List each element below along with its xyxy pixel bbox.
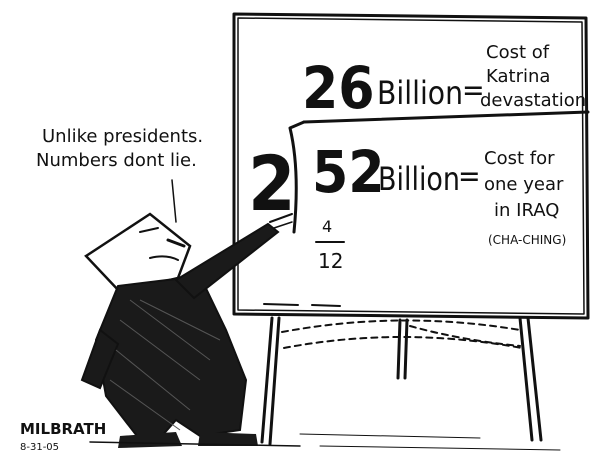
dividend-desc-line-3: in IRAQ [494,200,559,221]
speech-pointer [171,179,177,223]
dividend-desc-line-2: one year [484,174,564,195]
caption-line-1: Unlike presidents. [42,126,203,147]
signature-name: MILBRATH [20,420,106,438]
fraction-numerator: 4 [322,217,332,236]
fraction: 4 12 [315,217,345,273]
whiteboard [232,12,590,320]
fraction-denominator: 12 [318,249,343,273]
quotient-unit: Billion [377,74,463,112]
caption-line-2: Numbers dont lie. [36,150,197,171]
quotient-equals: = [462,73,485,108]
dividend-equals: = [458,159,481,194]
dividend-number: 52 [312,138,385,206]
quotient-desc-line-2: Katrina [486,66,550,87]
quotient-desc-line-3: devastation [480,90,586,111]
dividend-desc-line-1: Cost for [484,148,555,169]
floor-strokes [89,433,561,451]
dividend-unit: Billion [378,160,460,198]
aside-text: (CHA-CHING) [488,233,566,247]
easel [260,316,543,446]
signature-date: 8-31-05 [20,442,59,453]
quotient-number: 26 [302,54,375,122]
pointing-figure [80,212,293,448]
division-bracket [288,110,590,234]
divisor: 2 [248,139,296,228]
quotient-desc-line-1: Cost of [486,42,550,63]
